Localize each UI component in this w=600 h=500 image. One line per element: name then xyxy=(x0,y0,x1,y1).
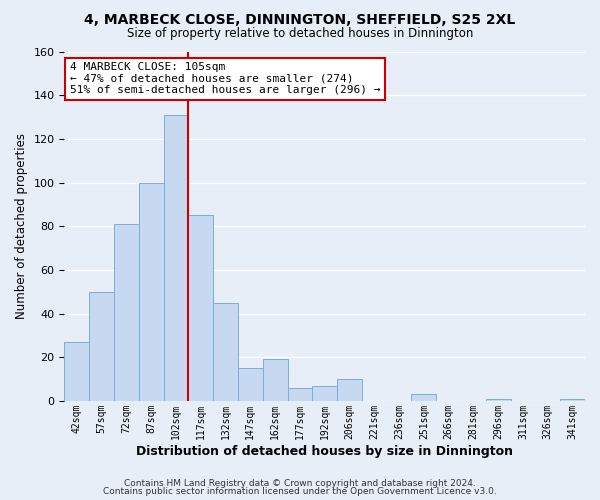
Bar xyxy=(337,379,362,401)
Text: 4 MARBECK CLOSE: 105sqm
← 47% of detached houses are smaller (274)
51% of semi-d: 4 MARBECK CLOSE: 105sqm ← 47% of detache… xyxy=(70,62,380,95)
Bar xyxy=(114,224,139,401)
Bar xyxy=(64,342,89,401)
Text: Contains HM Land Registry data © Crown copyright and database right 2024.: Contains HM Land Registry data © Crown c… xyxy=(124,478,476,488)
Bar xyxy=(560,398,585,401)
Bar xyxy=(412,394,436,401)
Bar xyxy=(139,182,164,401)
Bar xyxy=(188,216,213,401)
Bar xyxy=(486,398,511,401)
Bar xyxy=(164,115,188,401)
Text: Size of property relative to detached houses in Dinnington: Size of property relative to detached ho… xyxy=(127,28,473,40)
Bar xyxy=(238,368,263,401)
Text: Contains public sector information licensed under the Open Government Licence v3: Contains public sector information licen… xyxy=(103,487,497,496)
Text: 4, MARBECK CLOSE, DINNINGTON, SHEFFIELD, S25 2XL: 4, MARBECK CLOSE, DINNINGTON, SHEFFIELD,… xyxy=(85,12,515,26)
Bar xyxy=(287,388,313,401)
Bar xyxy=(89,292,114,401)
Bar xyxy=(263,360,287,401)
Y-axis label: Number of detached properties: Number of detached properties xyxy=(15,133,28,319)
X-axis label: Distribution of detached houses by size in Dinnington: Distribution of detached houses by size … xyxy=(136,444,513,458)
Bar xyxy=(313,386,337,401)
Bar xyxy=(213,302,238,401)
